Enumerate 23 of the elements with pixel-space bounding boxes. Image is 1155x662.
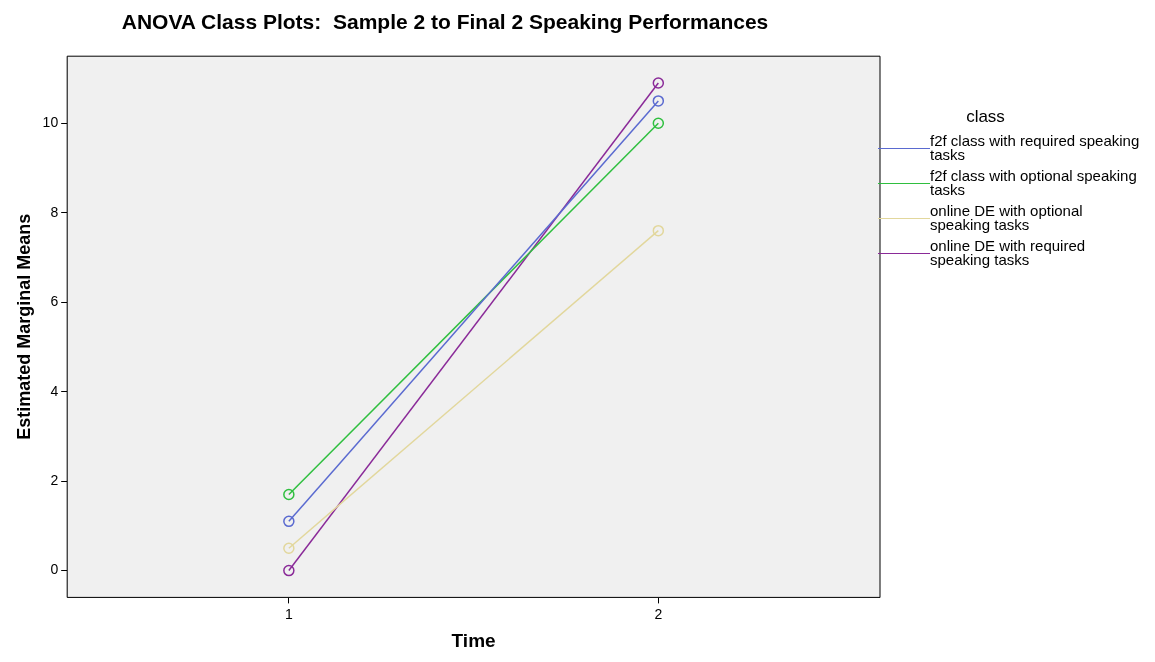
- legend-label: f2f class with required speaking tasks: [930, 132, 1141, 163]
- y-tick-label: 2: [50, 471, 59, 488]
- y-tick-label: 0: [50, 561, 59, 578]
- x-axis-title: Time: [451, 629, 496, 651]
- point: [283, 542, 295, 554]
- point: [283, 515, 295, 528]
- y-tick-label: 8: [50, 203, 59, 220]
- y-axis-title: Estimated Marginal Means: [13, 213, 34, 440]
- point: [652, 117, 665, 130]
- y-tick-label: 4: [50, 382, 59, 399]
- point: [283, 488, 295, 501]
- point: [652, 95, 665, 107]
- point: [283, 564, 295, 577]
- legend-label: f2f class with optional speaking tasks: [930, 167, 1138, 198]
- x-tick-label: 1: [284, 605, 293, 622]
- y-tick-label: 6: [50, 293, 59, 310]
- chart-title: ANOVA Class Plots: Sample 2 to Final 2 Speaking Performances: [121, 10, 769, 34]
- legend-title: class: [965, 107, 1006, 126]
- legend-label: online DE with optional speaking tasks: [930, 202, 1084, 233]
- point: [652, 77, 665, 89]
- legend-label: online DE with required speaking tasks: [930, 237, 1087, 268]
- point: [652, 224, 665, 237]
- y-tick-label: 10: [42, 114, 59, 131]
